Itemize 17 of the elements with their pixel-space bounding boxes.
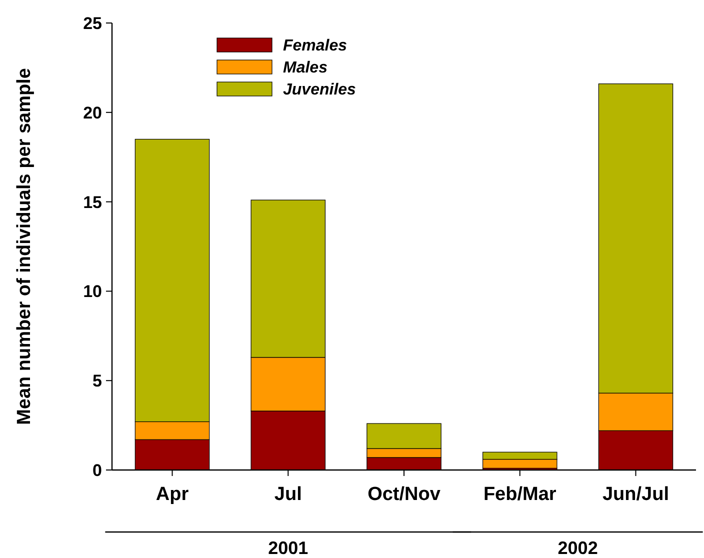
- x-tick-label: Jun/Jul: [602, 484, 670, 505]
- y-tick-label: 10: [83, 282, 102, 302]
- y-tick-label: 20: [83, 103, 102, 122]
- legend-label: Females: [283, 38, 348, 55]
- text: 2001: [268, 538, 308, 558]
- y-tick-label: 25: [83, 14, 102, 33]
- y-tick-label: 15: [83, 192, 102, 212]
- y-tick-label: 0: [92, 460, 102, 480]
- x-tick-label: Oct/Nov: [368, 484, 441, 505]
- y-axis-title: Mean number of individuals per sample: [14, 68, 35, 425]
- legend-label: Males: [283, 60, 328, 77]
- y-tick-label: 5: [92, 372, 102, 391]
- text: 2002: [558, 538, 598, 558]
- x-tick-label: Feb/Mar: [483, 484, 557, 505]
- legend-label: Juveniles: [283, 82, 356, 99]
- x-tick-label: Jul: [274, 484, 302, 505]
- x-tick-label: Apr: [156, 484, 190, 505]
